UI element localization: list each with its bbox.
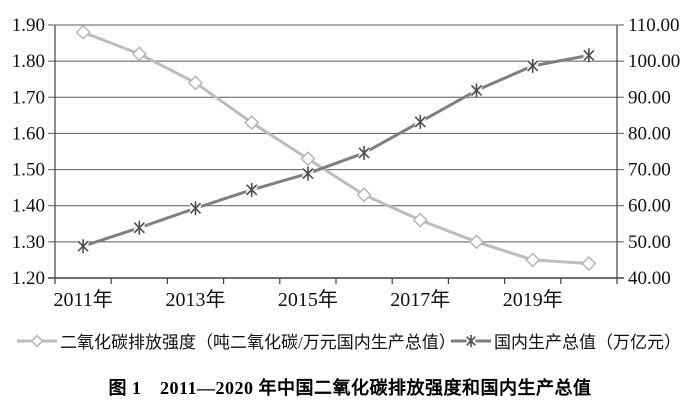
series-co2-intensity [75, 24, 597, 272]
data-point-marker-diamond [412, 212, 428, 228]
y-axis-tick-label-left: 1.20 [12, 268, 45, 289]
y-axis-tick-label-right: 90.00 [628, 87, 671, 108]
data-point-marker-asterisk [470, 84, 483, 97]
y-axis-tick-label-right: 50.00 [628, 232, 671, 253]
y-axis-tick-label-right: 80.00 [628, 123, 671, 144]
data-point-marker-diamond [356, 187, 372, 203]
y-axis-tick-label-right: 110.00 [628, 15, 680, 36]
data-point-marker-diamond [300, 151, 316, 167]
y-axis-tick-label-right: 100.00 [628, 51, 680, 72]
data-point-marker-asterisk [302, 167, 314, 180]
series-line [81, 53, 591, 248]
x-axis-tick-label: 2017年 [390, 288, 450, 310]
data-point-marker-asterisk [77, 240, 89, 252]
data-point-marker-asterisk [189, 202, 202, 214]
data-point-marker-asterisk [527, 60, 539, 72]
asterisk-marker-icon [451, 334, 491, 347]
series-line [81, 30, 591, 266]
data-point-marker-diamond [188, 75, 203, 91]
data-point-marker-diamond [581, 256, 597, 272]
data-point-marker-diamond [131, 46, 147, 62]
data-point-marker-asterisk [358, 147, 370, 159]
y-axis-tick-label-right: 60.00 [628, 196, 671, 217]
data-point-marker-diamond [75, 24, 91, 40]
data-point-marker-diamond [30, 334, 44, 347]
x-axis-tick-label: 2013年 [166, 288, 226, 310]
diamond-marker-icon [17, 334, 57, 347]
legend-item-gdp: 国内生产总值（万亿元） [450, 328, 681, 353]
x-axis-tick-label: 2015年 [278, 288, 338, 310]
chart-legend: 二氧化碳排放强度（吨二氧化碳/万元国内生产总值） 国内生产总值（万亿元） [0, 328, 700, 354]
x-axis-tick-label: 2011年 [53, 288, 112, 310]
y-axis-tick-label-right: 40.00 [628, 268, 671, 289]
data-point-marker-diamond [469, 234, 484, 250]
y-axis-tick-label-left: 1.30 [12, 232, 45, 253]
legend-label-co2-intensity: 二氧化碳排放强度（吨二氧化碳/万元国内生产总值） [60, 333, 456, 352]
y-axis-tick-label-left: 1.70 [12, 87, 45, 108]
data-point-marker-asterisk [133, 222, 145, 234]
data-point-marker-asterisk [414, 116, 426, 128]
y-axis-tick-label-left: 1.40 [12, 196, 45, 217]
data-point-marker-diamond [244, 115, 260, 131]
y-axis-tick-label-left: 1.60 [12, 123, 45, 144]
x-axis-tick-label: 2019年 [503, 288, 563, 310]
y-axis-tick-label-left: 1.90 [12, 15, 45, 36]
data-point-marker-asterisk [246, 184, 258, 196]
legend-item-co2-intensity: 二氧化碳排放强度（吨二氧化碳/万元国内生产总值） [16, 328, 456, 353]
line-chart: 1.20 40.00 1.30 50.00 1.40 60.00 1.50 70.00 1.60… [12, 15, 681, 310]
series-gdp [77, 48, 595, 254]
legend-label-gdp: 国内生产总值（万亿元） [494, 333, 681, 352]
y-axis-tick-label-right: 70.00 [628, 160, 671, 181]
figure-caption: 图 1 2011—2020 年中国二氧化碳排放强度和国内生产总值 [108, 378, 592, 398]
data-point-marker-diamond [525, 252, 541, 268]
data-point-marker-asterisk [466, 335, 476, 346]
y-axis-tick-label-left: 1.50 [12, 160, 45, 181]
data-point-marker-asterisk [583, 49, 595, 61]
y-axis-tick-label-left: 1.80 [12, 51, 45, 72]
